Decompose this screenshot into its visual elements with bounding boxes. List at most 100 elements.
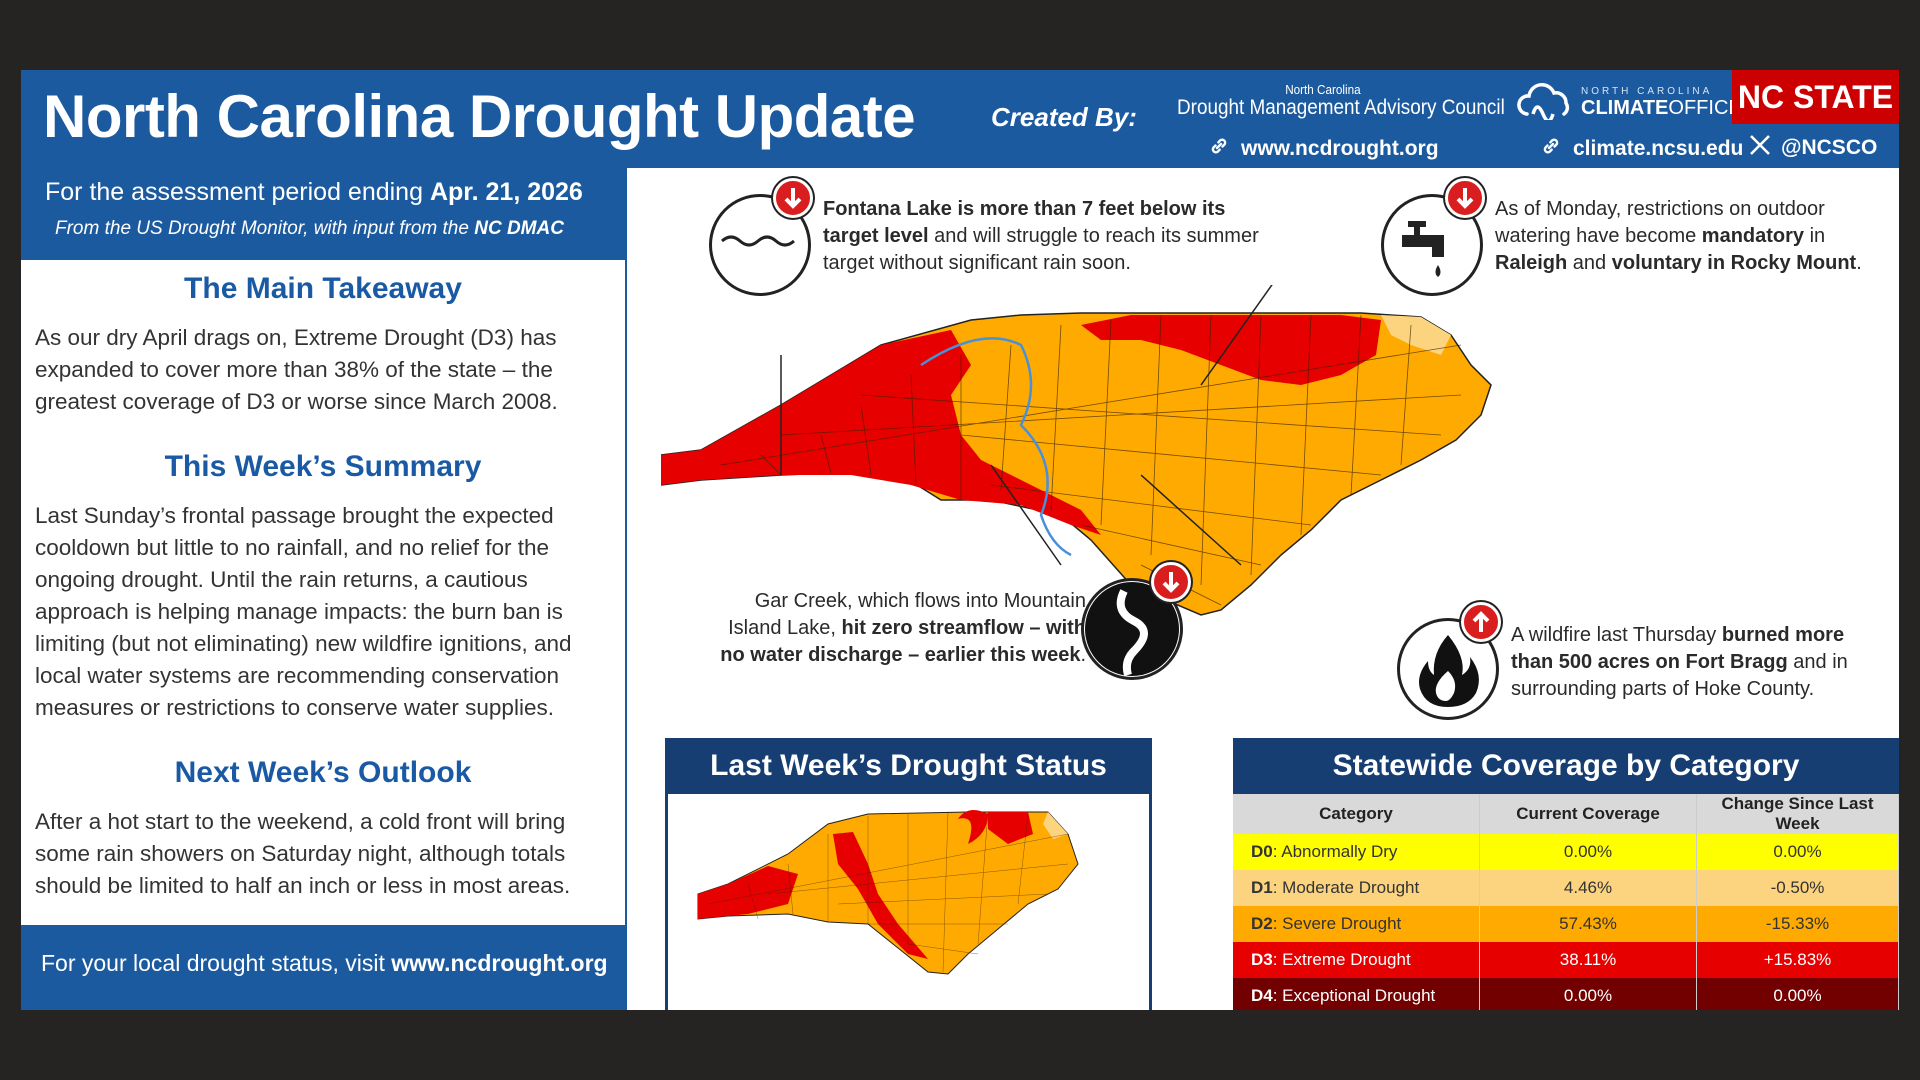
small-d3-north bbox=[958, 810, 1033, 844]
fontana-bold: Fontana Lake is more than 7 feet below i… bbox=[823, 198, 1226, 247]
category-name: : Exceptional Drought bbox=[1272, 986, 1436, 1005]
period-prefix: For the assessment period ending bbox=[45, 178, 423, 206]
x-handle: @NCSCO bbox=[1781, 136, 1878, 159]
category-cell: D4: Exceptional Drought bbox=[1233, 978, 1480, 1010]
col-current: Current Coverage bbox=[1479, 794, 1697, 834]
callout-lines bbox=[780, 285, 1273, 566]
coverage-header: Statewide Coverage by Category bbox=[1233, 738, 1899, 794]
small-d1-area bbox=[1043, 812, 1068, 839]
monday-f: voluntary in Rocky Mount bbox=[1611, 252, 1857, 274]
source-line: From the US Drought Monitor, with input … bbox=[55, 218, 564, 240]
category-cell: D3: Extreme Drought bbox=[1233, 942, 1480, 978]
takeaway-text: As our dry April drags on, Extreme Droug… bbox=[35, 325, 558, 414]
cloud-logo-icon bbox=[1517, 80, 1573, 125]
d3-west-area bbox=[661, 330, 1101, 535]
outlook-text: After a hot start to the weekend, a cold… bbox=[35, 809, 571, 898]
catawba-river bbox=[920, 337, 1072, 557]
cco-office-label: OFFICE bbox=[1668, 96, 1742, 119]
dmac-state-label: North Carolina bbox=[1285, 82, 1361, 97]
last-week-header: Last Week’s Drought Status bbox=[665, 738, 1152, 794]
cco-url: climate.ncsu.edu bbox=[1573, 137, 1744, 160]
source-prefix: From the US Drought Monitor, with input … bbox=[55, 218, 469, 239]
last-week-frame bbox=[665, 794, 1152, 1010]
infographic-card: North Carolina Drought Update Created By… bbox=[21, 70, 1899, 1010]
table-header-row: Category Current Coverage Change Since L… bbox=[1233, 794, 1899, 834]
wildfire-annotation: A wildfire last Thursday burned more tha… bbox=[1511, 622, 1891, 703]
small-county-lines bbox=[707, 811, 1069, 973]
gar-creek-annotation: Gar Creek, which flows into Mountain Isl… bbox=[701, 588, 1086, 669]
fire-a: A wildfire last Thursday bbox=[1511, 624, 1722, 646]
nc-state-logo: NC STATE bbox=[1732, 70, 1899, 124]
summary-box: The Main Takeaway As our dry April drags… bbox=[21, 260, 625, 925]
dmac-url: www.ncdrought.org bbox=[1241, 137, 1439, 160]
category-name: : Abnormally Dry bbox=[1272, 842, 1398, 861]
link-icon bbox=[1207, 134, 1231, 164]
nc-drought-map bbox=[661, 285, 1492, 616]
small-d3-west bbox=[698, 866, 798, 919]
assessment-period: For the assessment period ending Apr. 21… bbox=[45, 178, 583, 207]
monday-b: mandatory bbox=[1701, 225, 1805, 247]
category-cell: D0: Abnormally Dry bbox=[1233, 834, 1480, 870]
col-change: Change Since Last Week bbox=[1696, 794, 1899, 834]
current-cell: 38.11% bbox=[1479, 942, 1697, 978]
table-row-d2: D2: Severe Drought 57.43% -15.33% bbox=[1233, 906, 1899, 942]
outlook-heading: Next Week’s Outlook bbox=[174, 756, 472, 789]
monday-e: and bbox=[1567, 252, 1612, 274]
current-cell: 0.00% bbox=[1479, 834, 1697, 870]
monday-g: . bbox=[1856, 252, 1862, 274]
fontana-annotation: Fontana Lake is more than 7 feet below i… bbox=[823, 196, 1263, 277]
coverage-table: Category Current Coverage Change Since L… bbox=[1233, 794, 1899, 1010]
category-code: D0 bbox=[1251, 842, 1273, 861]
climate-office-logo: NORTH CAROLINA CLIMATEOFFICE bbox=[1517, 80, 1742, 125]
category-name: : Severe Drought bbox=[1272, 914, 1402, 933]
fire-c: and in surrounding parts of Hoke County. bbox=[1511, 651, 1848, 700]
fontana-rest: and will struggle to reach its summer ta… bbox=[823, 225, 1259, 274]
up-arrow-icon bbox=[1461, 602, 1501, 642]
change-cell: -0.50% bbox=[1696, 870, 1899, 906]
footer-cta[interactable]: For your local drought status, visit www… bbox=[41, 950, 608, 977]
category-cell: D2: Severe Drought bbox=[1233, 906, 1480, 942]
page-title: North Carolina Drought Update bbox=[43, 83, 916, 150]
category-name: : Extreme Drought bbox=[1272, 950, 1411, 969]
table-row-d1: D1: Moderate Drought 4.46% -0.50% bbox=[1233, 870, 1899, 906]
small-state-d2 bbox=[697, 811, 1079, 975]
down-arrow-icon bbox=[773, 178, 813, 218]
table-row-d3: D3: Extreme Drought 38.11% +15.83% bbox=[1233, 942, 1899, 978]
table-row-d4: D4: Exceptional Drought 0.00% 0.00% bbox=[1233, 978, 1899, 1010]
category-code: D1 bbox=[1251, 878, 1273, 897]
change-cell: 0.00% bbox=[1696, 834, 1899, 870]
dmac-link[interactable]: www.ncdrought.org bbox=[1207, 134, 1439, 164]
monday-d: Raleigh bbox=[1495, 252, 1568, 274]
link-icon bbox=[1539, 134, 1563, 164]
current-cell: 57.43% bbox=[1479, 906, 1697, 942]
fire-b: burned more than 500 acres on Fort Bragg bbox=[1511, 624, 1845, 673]
summary-heading: This Week’s Summary bbox=[164, 450, 482, 483]
cco-link[interactable]: climate.ncsu.edu bbox=[1539, 134, 1743, 164]
small-d3-central bbox=[833, 832, 928, 959]
down-arrow-icon bbox=[1445, 178, 1485, 218]
summary-text: Last Sunday’s frontal passage brought th… bbox=[35, 503, 572, 720]
cco-state-label: NORTH CAROLINA bbox=[1581, 85, 1713, 97]
footer-prefix: For your local drought status, visit bbox=[41, 950, 385, 976]
county-lines bbox=[720, 314, 1462, 606]
current-cell: 4.46% bbox=[1479, 870, 1697, 906]
footer-url: www.ncdrought.org bbox=[391, 950, 608, 976]
x-logo-icon bbox=[1749, 134, 1771, 162]
table-row-d0: D0: Abnormally Dry 0.00% 0.00% bbox=[1233, 834, 1899, 870]
takeaway-heading: The Main Takeaway bbox=[184, 272, 462, 305]
category-name: : Moderate Drought bbox=[1272, 878, 1420, 897]
change-cell: +15.83% bbox=[1696, 942, 1899, 978]
cco-climate-label: CLIMATE bbox=[1581, 96, 1669, 119]
d1-area bbox=[1381, 315, 1451, 355]
last-week-map bbox=[697, 810, 1079, 975]
change-cell: -15.33% bbox=[1696, 906, 1899, 942]
down-arrow-icon bbox=[1151, 562, 1191, 602]
source-org: NC DMAC bbox=[474, 218, 564, 239]
x-link[interactable]: @NCSCO bbox=[1749, 134, 1877, 162]
change-cell: 0.00% bbox=[1696, 978, 1899, 1010]
created-by-label: Created By: bbox=[991, 102, 1137, 132]
monday-c: in bbox=[1804, 225, 1826, 247]
header-bar: North Carolina Drought Update Created By… bbox=[21, 70, 1899, 168]
category-code: D3 bbox=[1251, 950, 1273, 969]
category-code: D2 bbox=[1251, 914, 1273, 933]
